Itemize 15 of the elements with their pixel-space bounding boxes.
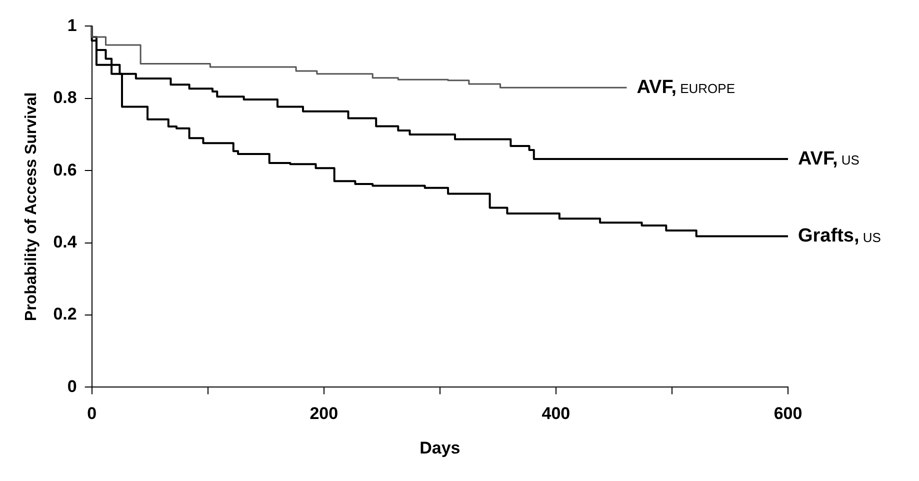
- y-axis-title: Probability of Access Survival: [23, 92, 40, 322]
- x-tick-label: 0: [87, 404, 97, 424]
- x-tick-label: 400: [542, 404, 570, 424]
- series-label: AVF, EUROPE: [636, 76, 736, 98]
- x-tick-label: 200: [310, 404, 338, 424]
- y-tick-label: 0.2: [53, 304, 77, 324]
- y-tick-label: 0.8: [53, 88, 77, 108]
- x-axis-title: Days: [420, 438, 460, 458]
- x-tick-label: 600: [774, 404, 802, 424]
- y-tick-label: 1: [67, 16, 77, 35]
- y-tick-label: 0: [67, 376, 77, 396]
- y-tick-label: 0.6: [53, 160, 77, 180]
- series-label: AVF, US: [798, 148, 860, 170]
- series-label: Grafts, US: [798, 226, 882, 247]
- y-tick-label: 0.4: [53, 232, 78, 252]
